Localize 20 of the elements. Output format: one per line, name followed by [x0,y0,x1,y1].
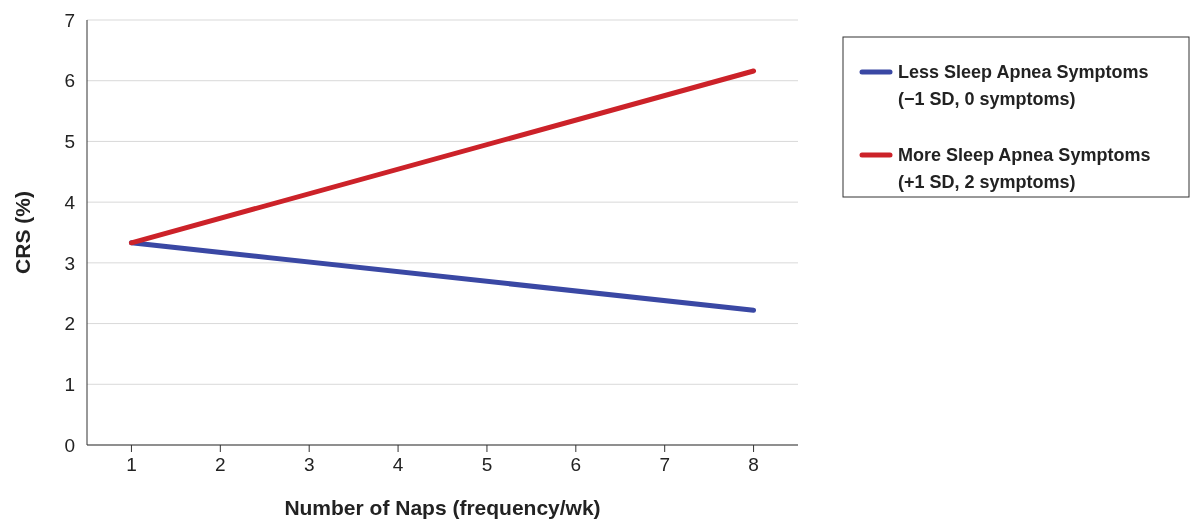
x-axis-title: Number of Naps (frequency/wk) [284,496,601,519]
legend-label: Less Sleep Apnea Symptoms (−1 SD, 0 symptoms) [898,62,1149,110]
x-tick-label: 6 [570,454,582,475]
y-axis-title: CRS (%) [11,191,34,274]
y-tick-label: 3 [64,252,75,274]
y-tick-label: 6 [64,70,75,92]
y-tick-label: 5 [64,131,75,153]
x-tick-label: 2 [215,454,226,475]
y-tick-label: 4 [64,191,76,213]
y-tick-label: 7 [64,9,75,31]
x-tick-label: 1 [126,454,137,475]
x-tick-label: 7 [659,454,670,475]
y-tick-label: 2 [64,313,75,335]
x-tick-label: 5 [481,454,493,475]
x-tick-label: 8 [748,454,759,475]
x-tick-label: 3 [303,454,315,475]
y-tick-label: 1 [64,373,75,395]
x-tick-label: 4 [392,454,404,475]
legend-label: More Sleep Apnea Symptoms (+1 SD, 2 symptoms) [898,145,1151,193]
y-tick-label: 0 [64,434,75,456]
